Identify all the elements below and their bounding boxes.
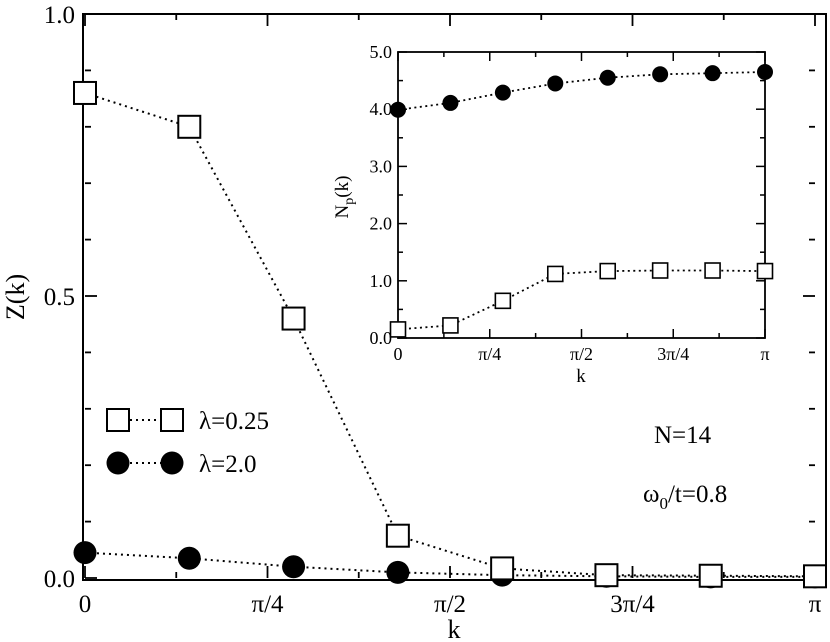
inset-ticks bbox=[397, 51, 766, 339]
inset-y-tick-label: 0.0 bbox=[370, 328, 393, 348]
inset-point-square bbox=[546, 265, 564, 283]
inset-y-tick-label: 5.0 bbox=[370, 42, 393, 62]
inset-point-circle bbox=[757, 64, 774, 81]
inset-point-square bbox=[442, 317, 459, 334]
main-x-tick-label: 3π/4 bbox=[610, 591, 655, 618]
annotation-omega-tail: /t=0.8 bbox=[668, 481, 727, 508]
main-x-tick-label: π/2 bbox=[434, 591, 466, 618]
main-point-square bbox=[698, 563, 723, 588]
inset-point-square bbox=[494, 292, 512, 310]
main-y-tick-label: 1.0 bbox=[44, 2, 75, 29]
main-y-tick-label: 0.0 bbox=[44, 566, 75, 593]
inset-y-tick-label: 4.0 bbox=[370, 99, 393, 119]
inset-series-line-2 bbox=[397, 71, 766, 111]
inset-point-square bbox=[704, 262, 721, 279]
inset-series-line-1 bbox=[397, 269, 766, 331]
main-x-axis-label: k bbox=[448, 615, 461, 642]
main-point-circle bbox=[73, 541, 97, 565]
main-point-square bbox=[73, 80, 97, 105]
inset-point-circle bbox=[704, 65, 721, 82]
inset-x-tick-label: 0 bbox=[394, 344, 403, 364]
annotation-omega-main: ω bbox=[643, 481, 659, 508]
inset-point-square bbox=[599, 262, 617, 280]
inset-point-circle bbox=[442, 94, 459, 111]
inset-point-circle bbox=[652, 66, 669, 83]
main-series-line-1 bbox=[84, 551, 815, 578]
inset-y-axis-label: Np(k) bbox=[332, 176, 357, 219]
inset-point-circle bbox=[494, 84, 511, 101]
inset-point-circle bbox=[547, 75, 564, 92]
main-x-tick-label: π bbox=[809, 591, 822, 618]
inset-point-square bbox=[389, 321, 407, 338]
legend-marker-square-b bbox=[160, 408, 184, 432]
main-point-square bbox=[385, 523, 410, 548]
main-point-square bbox=[594, 563, 619, 588]
inset-y-label-sub: p bbox=[342, 198, 357, 205]
main-point-square bbox=[803, 564, 828, 589]
legend-marker-square-a bbox=[106, 408, 130, 432]
main-point-square bbox=[490, 556, 515, 581]
main-point-circle bbox=[282, 555, 306, 579]
inset-y-label-tail: (k) bbox=[332, 176, 353, 198]
inset-x-axis-label: k bbox=[576, 366, 586, 387]
inset-x-tick-label: 3π/4 bbox=[657, 344, 689, 364]
inset-point-square bbox=[756, 262, 774, 280]
inset-y-tick-label: 1.0 bbox=[370, 271, 393, 291]
main-point-square bbox=[281, 306, 306, 331]
legend-marker-circle-a bbox=[106, 451, 130, 475]
annotation-omega-sub: 0 bbox=[659, 494, 668, 513]
inset-y-label-main: N bbox=[332, 204, 353, 218]
inset-plot-background bbox=[398, 52, 765, 338]
main-plot-frame bbox=[82, 13, 827, 581]
main-x-tick-label: π/4 bbox=[251, 591, 284, 618]
main-x-tick-label: 0 bbox=[79, 591, 92, 618]
main-series bbox=[73, 80, 828, 589]
main-tick-labels: 0 π/4 π/2 3π/4 π 0.0 0.5 1.0 bbox=[44, 2, 822, 618]
legend-label-1: λ=0.25 bbox=[199, 408, 269, 435]
legend: λ=0.25 λ=2.0 bbox=[106, 408, 269, 478]
inset-point-square bbox=[651, 262, 669, 279]
legend-label-2: λ=2.0 bbox=[199, 451, 256, 478]
inset-point-circle bbox=[599, 69, 616, 86]
inset-x-tick-label: π/4 bbox=[478, 344, 501, 364]
inset-y-tick-label: 2.0 bbox=[370, 214, 393, 234]
inset-point-circle bbox=[390, 101, 406, 118]
inset-x-tick-label: π/2 bbox=[570, 344, 593, 364]
inset-series bbox=[389, 64, 774, 338]
annotation-omega: ω0/t=0.8 bbox=[643, 481, 727, 513]
main-point-square bbox=[177, 114, 202, 139]
main-point-circle bbox=[177, 546, 201, 570]
annotation-n: N=14 bbox=[654, 422, 712, 449]
main-point-circle bbox=[386, 560, 410, 584]
main-y-tick-label: 0.5 bbox=[44, 284, 75, 311]
legend-marker-circle-b bbox=[160, 451, 184, 475]
inset-tick-labels: 0 π/4 π/2 3π/4 π 0.0 1.0 2.0 3.0 4.0 5.0 bbox=[370, 42, 770, 364]
main-y-axis-label: Z(k) bbox=[1, 274, 30, 320]
inset-x-tick-label: π bbox=[760, 344, 769, 364]
inset-y-tick-label: 3.0 bbox=[370, 156, 393, 176]
